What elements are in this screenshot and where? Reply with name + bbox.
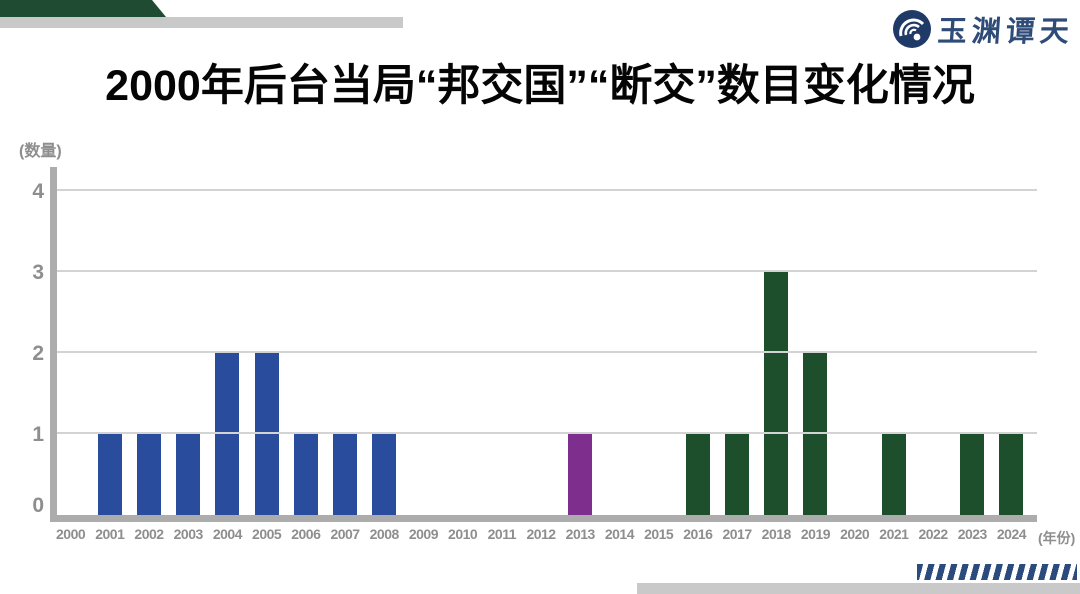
bar-slot-2006 (286, 167, 325, 515)
y-axis-unit-label: (数量) (19, 143, 62, 160)
bar-2007 (333, 434, 358, 515)
x-label-2022: 2022 (918, 526, 948, 542)
x-label-2003: 2003 (173, 526, 204, 542)
x-label-2000: 2000 (56, 526, 86, 542)
x-label-2006: 2006 (291, 526, 321, 542)
footer-stripes-decoration (917, 564, 1077, 580)
bar-2021 (881, 434, 906, 515)
bar-slot-2013 (561, 167, 600, 515)
bar-2017 (725, 434, 750, 515)
header-green-ribbon (0, 0, 166, 17)
x-axis-unit-label: (年份) (1038, 530, 1076, 546)
x-label-2005: 2005 (252, 526, 282, 542)
x-label-2007: 2007 (330, 526, 360, 542)
bar-2013 (568, 434, 593, 515)
bar-slot-2012 (521, 167, 560, 515)
bar-slot-2014 (600, 167, 639, 515)
bar-slot-2005 (247, 167, 286, 515)
bar-slot-2021 (874, 167, 913, 515)
bar-slot-2019 (796, 167, 835, 515)
bar-2008 (372, 434, 397, 515)
gridline-y1 (57, 432, 1037, 434)
x-label-2018: 2018 (761, 526, 792, 542)
x-label-2013: 2013 (565, 526, 596, 542)
bar-slot-2022 (913, 167, 952, 515)
bar-2001 (97, 434, 122, 515)
plot-area: 0 1 2 3 4 (32, 167, 1037, 522)
bar-slot-2016 (678, 167, 717, 515)
brand-logo-text: 玉渊谭天 (936, 16, 1075, 48)
bar-slot-2010 (443, 167, 482, 515)
bar-slot-2008 (365, 167, 404, 515)
y-axis-line (50, 167, 57, 522)
bar-slot-2017 (717, 167, 756, 515)
x-label-2004: 2004 (212, 526, 243, 542)
bar-2024 (999, 434, 1024, 515)
bar-2019 (803, 353, 828, 515)
bar-2002 (137, 434, 161, 515)
bar-slot-2001 (90, 167, 129, 515)
x-label-2024: 2024 (996, 526, 1027, 542)
bar-2003 (176, 434, 201, 515)
bar-2018 (764, 272, 789, 515)
x-label-2017: 2017 (722, 526, 752, 542)
bar-2023 (960, 434, 985, 515)
bar-2006 (293, 434, 318, 515)
bar-2004 (215, 353, 240, 515)
chart-title: 2000年后台当局“邦交国”“断交”数目变化情况 (105, 62, 975, 110)
bar-slot-2007 (325, 167, 364, 515)
bar-slot-2024 (992, 167, 1031, 515)
gridline-y4 (57, 189, 1037, 191)
bar-slot-2004 (208, 167, 247, 515)
footer-gray-bar (637, 583, 1080, 594)
x-label-2001: 2001 (95, 526, 125, 542)
bar-slot-2002 (129, 167, 168, 515)
bar-slot-2023 (953, 167, 992, 515)
bar-slot-2015 (639, 167, 678, 515)
x-label-2010: 2010 (448, 526, 478, 542)
bars-container (51, 167, 1031, 515)
y-tick-label-0: 0 (32, 494, 44, 517)
y-tick-label-4: 4 (32, 180, 44, 203)
y-tick-label-1: 1 (32, 423, 44, 446)
x-label-2021: 2021 (879, 526, 909, 542)
x-label-2011: 2011 (487, 526, 517, 542)
bar-slot-2020 (835, 167, 874, 515)
bar-slot-2000 (51, 167, 90, 515)
brand-logo: 玉渊谭天 (892, 8, 1075, 50)
gridline-y2 (57, 351, 1037, 353)
bar-2016 (685, 434, 710, 515)
x-label-2008: 2008 (369, 526, 400, 542)
y-tick-label-3: 3 (32, 261, 44, 284)
x-label-2002: 2002 (134, 526, 164, 542)
x-axis-line (50, 515, 1037, 522)
bar-2005 (254, 353, 279, 515)
x-label-2014: 2014 (604, 526, 635, 542)
x-label-2016: 2016 (683, 526, 713, 542)
x-label-2023: 2023 (957, 526, 988, 542)
x-axis-labels: 2000 2001 2002 2003 2004 2005 2006 2007 2008 2009… (51, 527, 1031, 542)
y-tick-label-2: 2 (32, 342, 44, 365)
x-label-2015: 2015 (644, 526, 674, 542)
header-gray-bar (0, 17, 403, 28)
bar-slot-2018 (757, 167, 796, 515)
x-label-2020: 2020 (840, 526, 870, 542)
wave-logo-icon (892, 10, 931, 48)
bar-slot-2011 (482, 167, 521, 515)
x-label-2019: 2019 (800, 526, 831, 542)
x-label-2012: 2012 (526, 526, 556, 542)
bar-slot-2003 (169, 167, 208, 515)
x-label-2009: 2009 (408, 526, 439, 542)
bar-slot-2009 (404, 167, 443, 515)
gridline-y3 (57, 270, 1037, 272)
